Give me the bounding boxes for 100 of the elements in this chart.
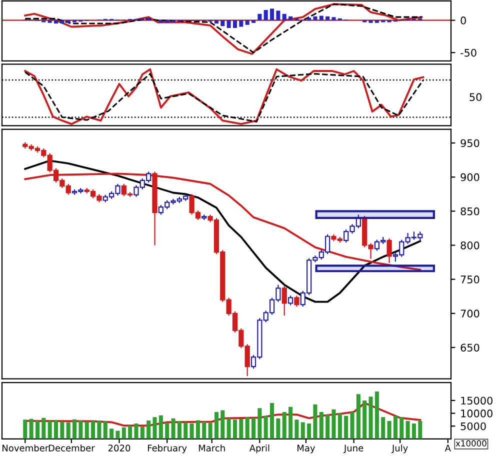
y-tick-label: 700 [460,310,480,318]
bar [110,428,114,439]
bar [412,424,416,439]
x-tick-label: June [343,444,364,454]
bar [146,18,151,20]
bar [226,418,231,439]
x-tick-label: February [148,444,187,454]
line-series [24,402,422,427]
bar [350,412,354,439]
bar [48,420,52,439]
candlestick [288,295,294,306]
x-tick-label: 2020 [108,444,130,452]
bar [239,418,244,439]
x-tick-label: December [48,444,95,452]
line-series [24,160,422,303]
bar [300,422,305,439]
bar [60,20,64,24]
bar [165,422,170,439]
candlestick [294,295,300,308]
bar [208,423,212,439]
bar [84,421,89,439]
candlestick [282,286,287,316]
bar [48,20,52,23]
bar [35,420,40,439]
bar [270,403,274,439]
bar [418,420,422,439]
bar [171,418,176,439]
bar [338,413,342,439]
bar [387,420,392,439]
y-tick-label: 10000 [461,410,492,418]
bar [258,408,262,439]
bar [356,394,360,439]
bar [66,20,70,23]
bar [251,20,256,23]
bar [374,20,379,23]
bar [54,420,58,439]
bar [202,421,206,439]
bar [288,16,293,20]
bar [60,421,64,439]
bar [362,400,367,439]
y-tick-label: 5000 [460,422,486,430]
bar [276,10,280,20]
x-tick-label: May [298,444,316,454]
bar [232,20,237,28]
bar [326,414,330,439]
bar [140,426,144,439]
bar [326,16,330,20]
x-tick-label: March [198,444,225,452]
bar [332,409,336,439]
y-tick-label: 750 [460,276,480,284]
bar [165,20,170,23]
bar [122,427,126,439]
y-tick-label: 850 [460,207,480,216]
bar [381,417,386,439]
y-tick-label: 800 [460,241,480,250]
bar [23,420,28,439]
bar [344,416,348,439]
y-tick-label: 900 [460,173,480,182]
bar [66,422,70,439]
bar [220,410,225,439]
bar [368,396,373,439]
bar [116,430,120,439]
bar [91,420,96,439]
bar [146,420,151,439]
bar [177,420,182,439]
bar [152,417,157,439]
bar [214,20,218,24]
bar [406,420,410,439]
bar [245,20,250,25]
bar [282,412,286,439]
bar [368,20,373,23]
bar [128,426,132,439]
y-tick-label: 15000 [461,396,492,405]
bar [307,424,312,439]
x-tick-label: A [444,444,451,452]
bar [158,20,163,23]
bar [54,20,58,24]
x-tick-label: April [249,444,270,454]
bar [264,10,268,20]
bar [29,418,34,439]
y-tick-label: -50 [460,48,476,57]
x-tick-label: July [392,444,408,454]
bar [288,406,293,439]
bar [313,404,318,439]
bar [232,420,237,439]
bar [264,416,268,439]
bar [72,419,77,439]
x-tick-label: November [2,444,49,452]
bar [42,418,46,439]
y-tick-label: 650 [460,344,480,352]
bar [313,16,318,20]
bar [294,420,299,439]
bar [319,412,324,439]
bar [78,420,83,439]
bar [276,418,280,439]
bar [332,17,336,20]
bar [190,424,194,439]
text: x10000 [456,440,486,446]
bar [97,420,102,439]
bar [214,412,218,439]
